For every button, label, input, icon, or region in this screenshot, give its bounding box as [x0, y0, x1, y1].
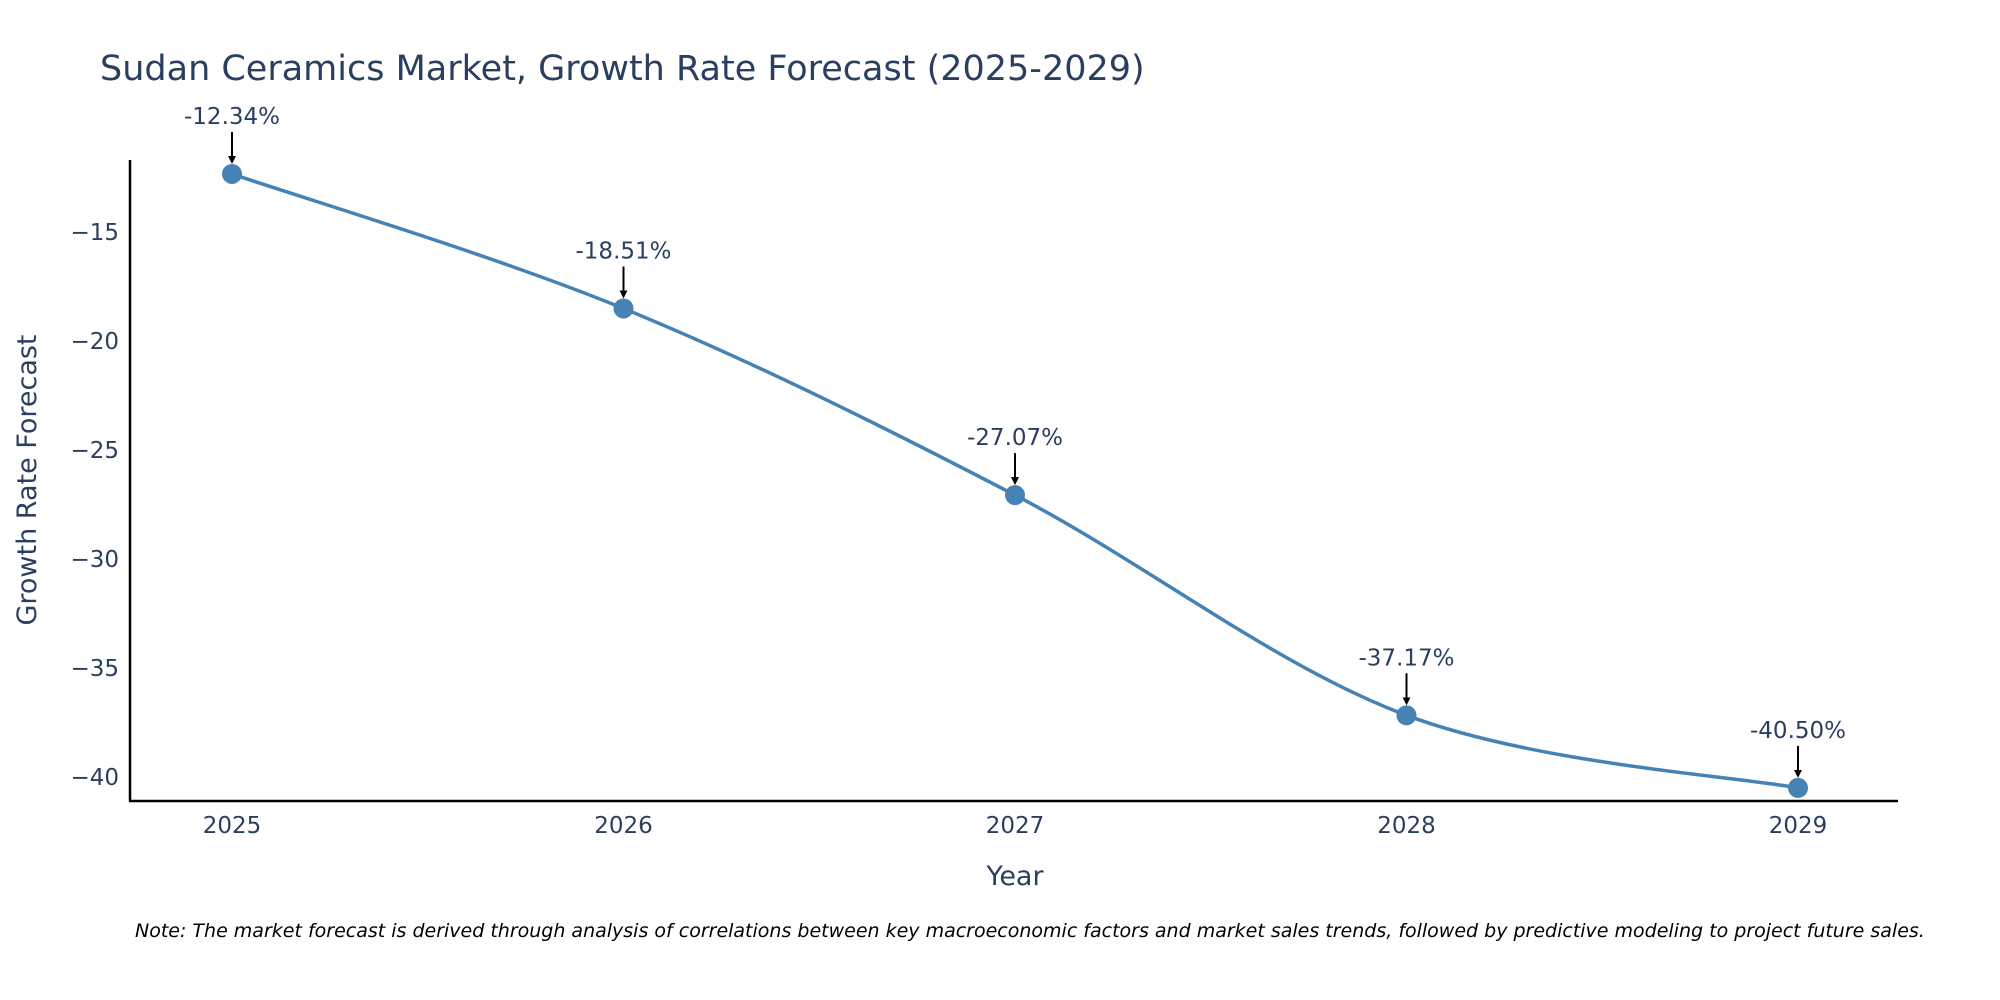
y-axis-title: Growth Rate Forecast	[12, 334, 43, 625]
data-point	[613, 298, 634, 319]
chart-title: Sudan Ceramics Market, Growth Rate Forec…	[100, 49, 1145, 89]
y-tick-label: −25	[70, 438, 119, 464]
data-point	[222, 163, 242, 184]
data-label: -37.17%	[1359, 645, 1455, 671]
data-points	[222, 163, 1808, 798]
data-point	[1005, 485, 1025, 506]
y-axis-ticks: −15 −20 −25 −30 −35 −40	[70, 220, 119, 791]
x-tick-label: 2025	[203, 813, 262, 839]
y-tick-label: −40	[70, 765, 119, 791]
data-point	[1788, 777, 1808, 798]
data-label: -40.50%	[1750, 718, 1846, 744]
x-axis-ticks: 2025 2026 2027 2028 2029	[203, 813, 1828, 839]
footnote: Note: The market forecast is derived thr…	[135, 920, 1925, 942]
x-tick-label: 2026	[594, 813, 653, 839]
x-tick-label: 2027	[986, 813, 1045, 839]
x-axis-title: Year	[985, 861, 1044, 892]
y-tick-label: −35	[70, 656, 119, 682]
data-label: -12.34%	[184, 104, 280, 130]
x-tick-label: 2029	[1769, 813, 1828, 839]
data-point	[1396, 705, 1417, 726]
y-tick-label: −15	[70, 220, 119, 246]
data-label: -18.51%	[576, 238, 672, 264]
data-annotations: -12.34% -18.51% -27.07% -37.17% -40.50%	[184, 104, 1846, 778]
y-tick-label: −30	[70, 547, 119, 573]
data-label: -27.07%	[967, 425, 1063, 451]
x-tick-label: 2028	[1377, 813, 1436, 839]
y-tick-label: −20	[70, 329, 119, 355]
